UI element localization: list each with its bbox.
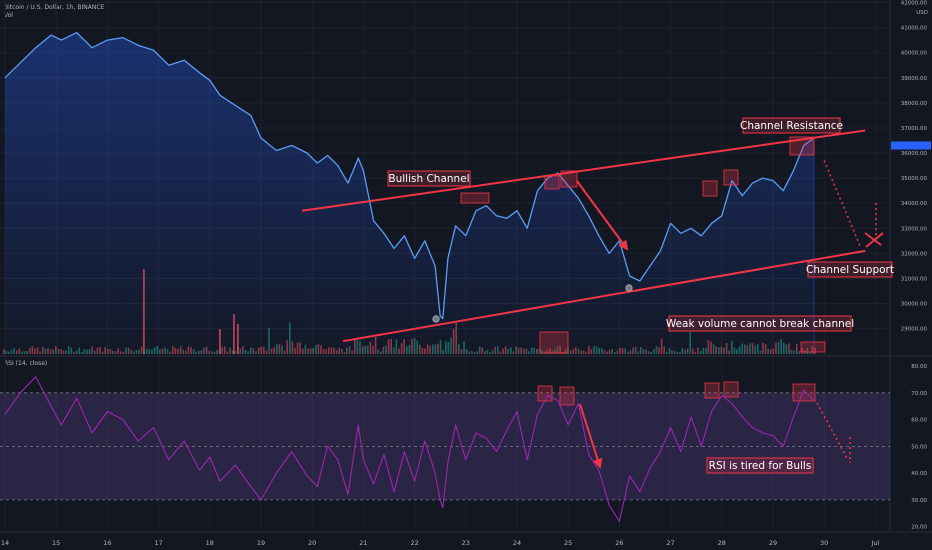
currency-label: USD xyxy=(916,10,928,16)
highlight-box xyxy=(539,331,569,354)
label-text: Channel Resistance xyxy=(740,120,843,132)
bullish-channel-label: Bullish Channel xyxy=(387,170,471,187)
y-tick-label: 41000.00 xyxy=(901,26,928,32)
y-tick-label: 34000.00 xyxy=(901,201,928,207)
label-box xyxy=(807,261,893,278)
x-tick-label: 18 xyxy=(206,539,214,547)
rsi-tick-label: 20.00 xyxy=(911,525,927,531)
y-tick-label: 32000.00 xyxy=(901,251,928,257)
highlight-box xyxy=(800,341,826,353)
y-tick-label: 36000.00 xyxy=(901,151,928,157)
volume-bar xyxy=(814,347,816,354)
highlight-box xyxy=(460,192,490,204)
rsi-tick-label: 40.00 xyxy=(911,471,927,477)
highlight-box xyxy=(704,382,720,399)
x-tick-label: 21 xyxy=(359,539,367,547)
highlight-box xyxy=(560,170,578,188)
current-price-tag xyxy=(891,141,931,150)
y-tick-label: 33000.00 xyxy=(901,226,928,232)
rsi-tick-label: 30.00 xyxy=(911,498,927,504)
touch-point xyxy=(625,284,633,292)
x-tick-label: 29 xyxy=(769,539,777,547)
rsi-tick-label: 80.00 xyxy=(911,364,927,370)
y-tick-label: 35000.00 xyxy=(901,176,928,182)
touch-point xyxy=(432,315,440,323)
chart-title: Bitcoin / U.S. Dollar, 1h, BINANCE xyxy=(4,4,105,11)
label-box xyxy=(706,457,814,474)
label-box xyxy=(668,315,852,332)
label-box xyxy=(742,117,841,134)
volume-label: Vol xyxy=(4,12,13,19)
x-tick-label: 24 xyxy=(513,539,521,547)
x-tick-label: 27 xyxy=(666,539,674,547)
projection-line xyxy=(816,402,849,461)
x-tick-label: 22 xyxy=(410,539,418,547)
y-tick-label: 40000.00 xyxy=(901,51,928,57)
cross-mark xyxy=(864,232,882,246)
highlight-box xyxy=(537,385,553,402)
price-line xyxy=(4,31,815,320)
x-tick-label: 26 xyxy=(615,539,623,547)
label-text: Weak volume cannot break channel xyxy=(666,318,854,330)
channel-support-label: Channel Support xyxy=(806,261,894,278)
x-tick-label: 16 xyxy=(103,539,111,547)
x-tick-label: 14 xyxy=(1,539,9,547)
x-tick-label: 15 xyxy=(52,539,60,547)
highlight-box xyxy=(789,136,815,156)
volume-bar xyxy=(3,349,5,354)
label-box xyxy=(387,170,471,187)
y-tick-label: 42000.00 xyxy=(901,1,928,7)
highlight-box xyxy=(723,169,739,186)
y-tick-label: 38000.00 xyxy=(901,101,928,107)
down-arrow xyxy=(576,180,629,251)
highlight-box xyxy=(702,180,718,197)
x-tick-label: 20 xyxy=(308,539,316,547)
cross-mark xyxy=(865,232,884,248)
trendline xyxy=(342,249,866,343)
x-tick-label: 28 xyxy=(718,539,726,547)
x-tick-label: 25 xyxy=(564,539,572,547)
channel-resistance-label: Channel Resistance xyxy=(740,117,843,134)
price-area xyxy=(5,32,814,355)
rsi-tick-label: 70.00 xyxy=(911,391,927,397)
x-tick-label: 23 xyxy=(462,539,470,547)
rsi-line xyxy=(4,376,815,522)
x-tick-label: 19 xyxy=(257,539,265,547)
x-tick-label: Jul xyxy=(870,539,879,547)
label-text: RSI is tired for Bulls xyxy=(709,460,812,472)
rsi-tick-label: 60.00 xyxy=(911,418,927,424)
projection-line xyxy=(823,160,861,247)
highlight-box xyxy=(559,386,575,406)
highlight-box xyxy=(723,381,739,398)
rsi-tired-label: RSI is tired for Bulls xyxy=(706,457,814,474)
label-text: Channel Support xyxy=(806,264,894,276)
highlight-box xyxy=(544,175,560,190)
y-tick-label: 39000.00 xyxy=(901,76,928,82)
trendline xyxy=(301,129,866,212)
y-tick-label: 37000.00 xyxy=(901,126,928,132)
label-text: Bullish Channel xyxy=(388,173,469,185)
down-arrow xyxy=(579,403,603,469)
y-tick-label: 29000.00 xyxy=(901,327,928,333)
rsi-tick-label: 50.00 xyxy=(911,444,927,450)
rsi-label: RSI (14, close) xyxy=(4,360,48,367)
x-tick-label: 17 xyxy=(154,539,162,547)
y-tick-label: 31000.00 xyxy=(901,276,928,282)
weak-volume-label: Weak volume cannot break channel xyxy=(666,315,854,332)
y-tick-label: 30000.00 xyxy=(901,302,928,308)
x-tick-label: 30 xyxy=(820,539,828,547)
